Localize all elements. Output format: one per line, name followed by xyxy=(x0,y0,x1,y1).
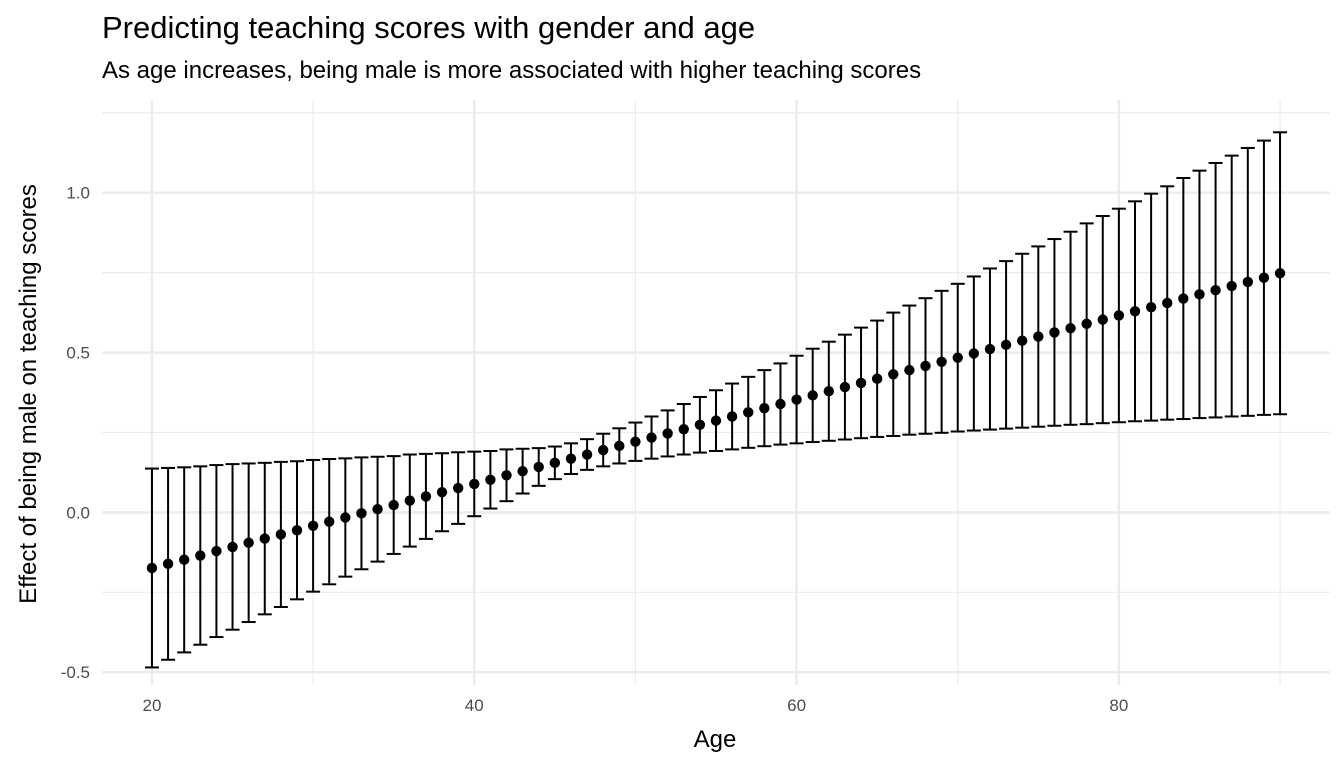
estimate-point xyxy=(372,503,383,515)
estimate-point xyxy=(968,348,980,359)
estimate-point xyxy=(356,508,367,519)
estimate-point xyxy=(1210,285,1221,296)
estimate-point xyxy=(291,525,303,536)
estimate-point xyxy=(1113,310,1125,321)
estimate-point xyxy=(565,453,577,464)
estimate-point xyxy=(1194,289,1205,300)
estimate-point xyxy=(710,415,722,426)
estimate-point xyxy=(904,364,915,376)
estimate-point xyxy=(952,352,963,363)
x-axis-ticks: 20 40 60 80 xyxy=(142,696,1128,715)
estimate-point xyxy=(791,394,802,405)
estimate-point xyxy=(1016,335,1028,346)
estimate-point xyxy=(855,377,867,389)
estimate-point xyxy=(920,360,931,372)
estimate-point xyxy=(146,562,158,574)
y-tick-label: 1.0 xyxy=(66,184,90,203)
estimate-point xyxy=(1081,318,1092,329)
estimate-point xyxy=(307,520,319,532)
estimate-point xyxy=(420,491,432,502)
errorbar-layer xyxy=(144,131,1288,669)
estimate-point xyxy=(195,550,206,561)
estimate-point xyxy=(436,487,448,498)
y-tick-label: 0.0 xyxy=(66,503,90,522)
estimate-point xyxy=(243,537,254,548)
chart-title: Predicting teaching scores with gender a… xyxy=(102,10,756,45)
estimate-point xyxy=(871,373,883,384)
estimate-point xyxy=(1162,297,1173,309)
estimate-point xyxy=(726,411,738,422)
estimate-point xyxy=(581,449,593,460)
estimate-point xyxy=(1049,327,1060,338)
estimate-point xyxy=(452,482,464,494)
estimate-point xyxy=(227,541,238,553)
estimate-point xyxy=(549,457,561,469)
estimate-point xyxy=(533,461,544,473)
estimate-point xyxy=(646,432,657,443)
estimate-point xyxy=(1145,301,1157,313)
estimate-point xyxy=(340,512,351,523)
estimate-point xyxy=(775,398,786,410)
estimate-point xyxy=(597,444,609,456)
estimate-point xyxy=(1258,272,1270,283)
chart-subtitle: As age increases, being male is more ass… xyxy=(102,57,922,84)
estimate-point xyxy=(324,516,335,527)
estimate-point xyxy=(823,386,835,397)
estimate-point xyxy=(178,554,190,565)
y-tick-label: 0.5 xyxy=(66,344,90,363)
estimate-point xyxy=(469,478,480,490)
estimate-point xyxy=(1033,331,1044,342)
estimate-point xyxy=(743,407,754,418)
y-axis-ticks: -0.5 0.0 0.5 1.0 xyxy=(61,184,90,683)
estimate-point xyxy=(614,440,625,452)
estimate-point xyxy=(259,533,270,544)
estimate-point xyxy=(678,424,689,435)
estimate-point xyxy=(1065,323,1076,334)
estimate-point xyxy=(662,428,673,439)
estimate-point xyxy=(630,436,641,447)
estimate-point xyxy=(404,495,416,506)
x-tick-label: 60 xyxy=(787,696,806,715)
x-tick-label: 80 xyxy=(1109,696,1128,715)
estimate-point xyxy=(759,402,770,414)
estimate-point xyxy=(388,499,399,511)
estimate-point xyxy=(1226,280,1237,292)
estimate-point xyxy=(485,474,496,485)
estimate-point xyxy=(936,356,947,368)
estimate-point xyxy=(1242,276,1254,288)
estimate-point xyxy=(275,529,287,540)
estimate-point xyxy=(839,381,851,393)
estimate-point xyxy=(517,465,528,477)
estimate-point xyxy=(1129,306,1141,317)
estimate-point xyxy=(1274,268,1286,279)
x-tick-label: 40 xyxy=(465,696,484,715)
y-tick-label: -0.5 xyxy=(61,663,90,682)
estimate-point xyxy=(211,545,222,557)
estimate-point xyxy=(162,558,174,570)
estimate-point xyxy=(1097,314,1108,325)
estimate-point xyxy=(501,470,512,481)
y-axis-title: Effect of being male on teaching scores xyxy=(15,184,42,604)
estimate-point xyxy=(1000,339,1012,351)
estimate-point xyxy=(807,390,818,401)
x-tick-label: 20 xyxy=(142,696,161,715)
estimate-point xyxy=(694,419,706,430)
estimate-point xyxy=(1178,293,1189,304)
point-layer xyxy=(146,268,1286,574)
estimate-point xyxy=(984,343,996,355)
estimate-point xyxy=(888,369,899,380)
x-axis-title: Age xyxy=(694,726,737,753)
